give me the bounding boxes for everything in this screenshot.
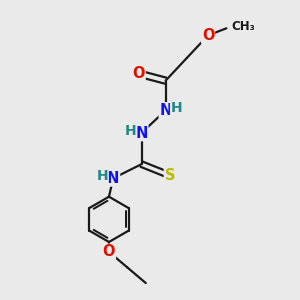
Text: O: O [132,66,145,81]
Text: CH₃: CH₃ [231,20,255,33]
Text: O: O [202,28,214,43]
Text: H: H [170,101,182,116]
Text: H: H [125,124,136,138]
Text: O: O [103,244,115,260]
Text: N: N [107,171,119,186]
Text: S: S [165,168,175,183]
Text: H: H [97,169,108,183]
Text: N: N [135,125,148,140]
Text: N: N [159,103,172,118]
